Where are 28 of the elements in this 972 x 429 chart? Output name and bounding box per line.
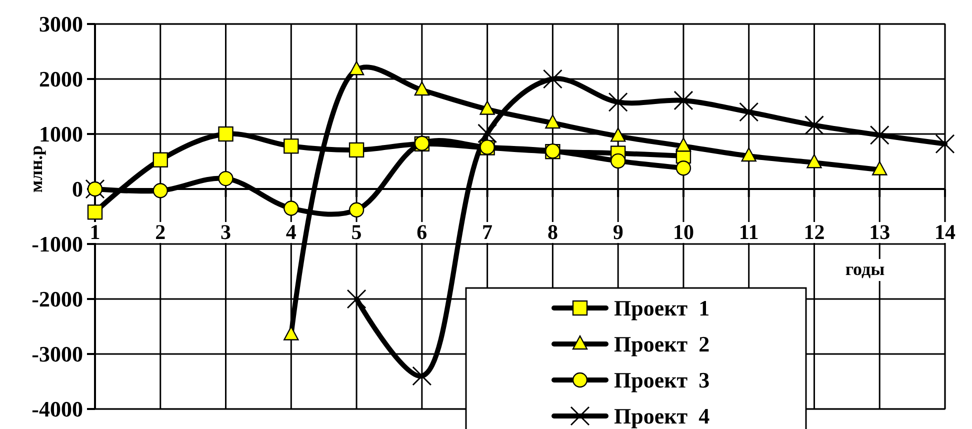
x-tick-label: 3 — [220, 220, 232, 244]
x-tick-label: 5 — [351, 220, 362, 244]
y-tick-label: 1000 — [39, 122, 83, 147]
legend-label: Проект 3 — [614, 368, 710, 393]
x-tick-label: 4 — [286, 220, 297, 244]
x-tick-label: 12 — [804, 220, 825, 244]
legend-label: Проект 4 — [614, 404, 710, 429]
x-tick-label: 6 — [416, 220, 428, 244]
legend-label: Проект 2 — [614, 332, 710, 357]
x-tick-label: 9 — [612, 220, 624, 244]
x-tick-label: 10 — [672, 220, 694, 244]
x-tick-label: 2 — [155, 220, 166, 244]
y-tick-label: -3000 — [32, 342, 83, 367]
x-tick-label: 8 — [547, 220, 558, 244]
x-tick-label: 7 — [482, 220, 493, 244]
y-axis-title: млн.р — [26, 145, 46, 193]
y-tick-label: 2000 — [39, 66, 83, 92]
y-tick-label: 0 — [72, 176, 83, 202]
x-tick-label: 1 — [90, 220, 100, 244]
x-axis-title: годы — [845, 259, 885, 279]
x-tick-label: 11 — [738, 220, 759, 244]
y-tick-label: -1000 — [32, 232, 83, 257]
y-tick-label: -2000 — [32, 286, 83, 312]
legend-label: Проект 1 — [614, 296, 710, 321]
y-tick-label: 3000 — [39, 12, 83, 37]
x-tick-label: 14 — [934, 220, 956, 244]
y-tick-label: -4000 — [32, 396, 83, 422]
x-tick-label: 13 — [869, 220, 890, 244]
